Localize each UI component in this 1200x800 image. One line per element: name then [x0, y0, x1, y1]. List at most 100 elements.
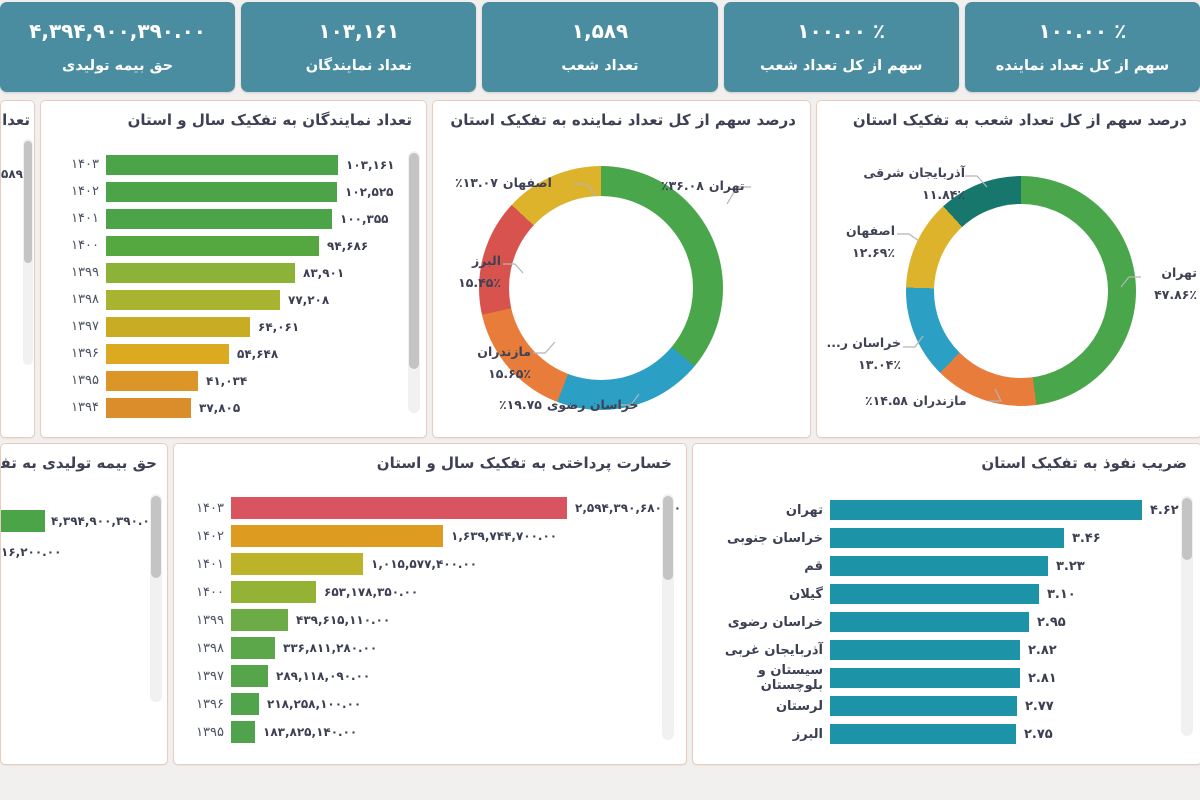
callout-percent: ٪۱۴.۵۸ — [865, 393, 908, 408]
category-label: ۱۳۹۷ — [71, 319, 99, 334]
callout-label: خراسان ر... — [826, 335, 901, 350]
value-label: ۲,۵۹۴,۳۹۰,۶۸۰.۰۰ — [575, 501, 682, 515]
scrollbar[interactable] — [150, 494, 162, 702]
bar[interactable] — [830, 556, 1048, 576]
card-branch-share-donut: درصد سهم از کل تعداد شعب به تفکیک استان … — [816, 100, 1200, 438]
callout-label: مازندران — [912, 393, 967, 408]
donut-callout-mazandaran: مازندران ۱۵.۶۵٪ — [471, 344, 531, 381]
card-premium-by-year-clipped: حق بیمه تولیدی به تفکیک سال ۴,۳۹۴,۹۰۰,۳۹… — [0, 443, 168, 765]
kpi-value: ۴,۳۹۴,۹۰۰,۳۹۰.۰۰ — [29, 19, 207, 43]
kpi-card-branch-share: ۱۰۰.۰۰ ٪ سهم از کل تعداد شعب — [723, 2, 959, 92]
bar[interactable] — [106, 289, 280, 310]
bar[interactable] — [830, 584, 1039, 604]
bar[interactable] — [830, 528, 1064, 548]
category-label: ۱۳۹۴ — [71, 400, 99, 415]
donut-branch-share[interactable] — [906, 176, 1136, 406]
bar[interactable] — [830, 696, 1017, 716]
category-label: ۱۴۰۳ — [71, 157, 99, 172]
value-label: ۴.۶۲ — [1150, 502, 1179, 518]
bar-row: خراسان رضوی ۲.۹۵ — [701, 608, 1175, 636]
category-label: قم — [804, 558, 823, 574]
kpi-label: تعداد شعب — [561, 58, 639, 74]
bar[interactable] — [106, 181, 337, 202]
value-label: ۲.۷۵ — [1024, 726, 1053, 742]
kpi-card-premium: ۴,۳۹۴,۹۰۰,۳۹۰.۰۰ حق بیمه تولیدی — [0, 2, 236, 92]
callout-percent: ۱۱.۸۴٪ — [922, 187, 965, 202]
bar-row: البرز ۲.۷۵ — [701, 720, 1175, 748]
bar[interactable] — [106, 316, 250, 337]
category-label: گیلان — [789, 586, 823, 602]
callout-label: البرز — [471, 253, 501, 268]
value-label: ۶۴,۰۶۱ — [258, 319, 300, 334]
bar-row: ۱۳۹۸ ۳۳۶,۸۱۱,۲۸۰.۰۰ — [182, 634, 656, 662]
donut-callout-isfahan: اصفهان ۱۲.۶۹٪ — [837, 223, 895, 260]
callout-percent: ۱۲.۶۹٪ — [852, 245, 895, 260]
donut-hole — [934, 204, 1108, 378]
value-label: ۱,۰۱۵,۵۷۷,۴۰۰.۰۰ — [371, 557, 478, 571]
value-label: ۹۴,۶۸۶ — [327, 238, 369, 253]
bar[interactable] — [231, 525, 443, 547]
bar[interactable] — [231, 581, 316, 603]
category-label: ۱۳۹۵ — [71, 373, 99, 388]
bar[interactable] — [231, 609, 288, 631]
bar[interactable] — [106, 370, 198, 391]
bar[interactable] — [106, 397, 191, 418]
bar[interactable] — [106, 208, 332, 229]
scrollbar[interactable] — [1181, 496, 1193, 736]
bar-row: ۱۳۹۹ ۴۳۹,۶۱۵,۱۱۰.۰۰ — [182, 606, 656, 634]
donut-callout-isfahan: ٪۱۳.۰۷ اصفهان — [455, 175, 552, 190]
kpi-value: ۱۰۰.۰۰ ٪ — [797, 19, 886, 43]
bar[interactable] — [830, 668, 1020, 688]
category-label: ۱۳۹۷ — [196, 668, 224, 684]
bar[interactable] — [231, 553, 363, 575]
bar[interactable] — [231, 497, 567, 519]
scrollbar[interactable] — [23, 139, 33, 365]
bar[interactable] — [106, 154, 338, 175]
donut-callout-khorasan-razavi: ٪۱۹.۷۵ خراسان رضوی — [499, 397, 639, 412]
scrollbar[interactable] — [662, 494, 674, 740]
callout-label: خراسان رضوی — [546, 397, 639, 412]
bar[interactable] — [231, 665, 268, 687]
bar[interactable] — [830, 612, 1029, 632]
chart-title: تعداد نمایندگان به تفکیک سال و استان — [127, 111, 412, 129]
bar[interactable] — [1, 510, 45, 532]
bar[interactable] — [106, 343, 229, 364]
callout-label: اصفهان — [502, 175, 552, 190]
donut-callout-mazandaran: ٪۱۴.۵۸ مازندران — [865, 393, 967, 408]
bar-row: ۱۴۰۳ ۲,۵۹۴,۳۹۰,۶۸۰.۰۰ — [182, 494, 681, 522]
bar[interactable] — [231, 721, 255, 743]
scrollbar-thumb[interactable] — [1182, 498, 1192, 560]
scrollbar-thumb[interactable] — [663, 496, 673, 580]
bar[interactable] — [830, 640, 1020, 660]
bar-row: گیلان ۳.۱۰ — [701, 580, 1175, 608]
bar-row: تهران ۴.۶۲ — [701, 496, 1179, 524]
callout-label: مازندران — [477, 344, 531, 359]
chart-title: خسارت پرداختی به تفکیک سال و استان — [376, 454, 672, 472]
scrollbar-thumb[interactable] — [24, 141, 32, 263]
scrollbar-thumb[interactable] — [409, 153, 419, 369]
category-label: لرستان — [775, 698, 823, 714]
value-label: ۱۰۳,۱۶۱ — [346, 157, 395, 172]
scrollbar-thumb[interactable] — [151, 496, 161, 578]
kpi-row: ۱۰۰.۰۰ ٪ سهم از کل تعداد نماینده ۱۰۰.۰۰ … — [0, 2, 1200, 92]
category-label: تهران — [785, 502, 823, 518]
bar[interactable] — [830, 500, 1142, 520]
bar[interactable] — [231, 693, 259, 715]
kpi-card-rep-share: ۱۰۰.۰۰ ٪ سهم از کل تعداد نماینده — [964, 2, 1200, 92]
callout-percent: ۱۵.۴۵٪ — [458, 275, 501, 290]
bar[interactable] — [106, 235, 319, 256]
bar[interactable] — [106, 262, 295, 283]
bar-row: ۱۳۹۷ ۲۸۹,۱۱۸,۰۹۰.۰۰ — [182, 662, 656, 690]
bar-row: لرستان ۲.۷۷ — [701, 692, 1175, 720]
value-label: ۴۱,۰۳۴ — [206, 373, 248, 388]
card-claims-paid-by-year: خسارت پرداختی به تفکیک سال و استان ۱۴۰۳ ۲… — [173, 443, 687, 765]
bar[interactable] — [830, 724, 1016, 744]
donut-callout-tehran: تهران ۴۷.۸۶٪ — [1143, 265, 1197, 302]
scrollbar[interactable] — [408, 151, 420, 413]
value-label: ۱۰۲,۵۲۵ — [345, 184, 394, 199]
bar[interactable] — [231, 637, 275, 659]
value-label: ۸۳,۹۰۱ — [303, 265, 345, 280]
callout-percent: ۱۳.۰۴٪ — [858, 357, 901, 372]
kpi-value: ۱۰۳,۱۶۱ — [318, 19, 400, 43]
donut-representative-share[interactable] — [479, 166, 723, 410]
